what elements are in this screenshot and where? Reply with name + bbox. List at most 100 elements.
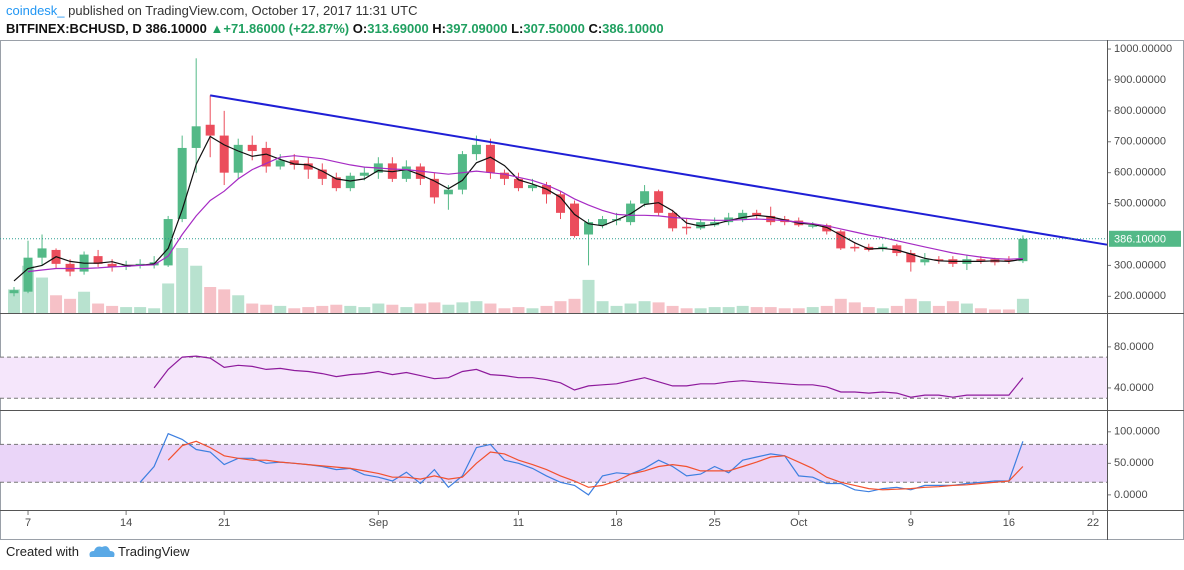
x-tick-label: 21	[218, 517, 230, 529]
volume-bar	[134, 307, 147, 313]
brand[interactable]: TradingView	[118, 544, 190, 559]
candle-body	[247, 144, 257, 152]
candle-body	[626, 203, 636, 223]
y-tick-label: 900.00000	[1114, 74, 1166, 86]
author[interactable]: coindesk_	[6, 3, 65, 18]
volume-bar	[946, 301, 959, 313]
y-tick-label: 0.0000	[1114, 489, 1148, 501]
indicator-line	[153, 355, 1024, 398]
candle-body	[696, 222, 706, 229]
candle-body	[598, 219, 608, 226]
candle-body	[135, 263, 145, 266]
volume-bar	[554, 301, 567, 313]
volume-bar	[988, 309, 1001, 313]
candle-body	[850, 246, 860, 249]
created-with: Created with	[6, 544, 79, 559]
volume-bar	[666, 305, 679, 313]
last-price-label: 386.10000	[1114, 234, 1166, 246]
volume-bar	[708, 307, 721, 313]
candle-body	[570, 203, 580, 237]
volume-bar	[428, 302, 441, 313]
candle-body	[93, 256, 103, 264]
candle-body	[976, 259, 986, 261]
volume-bar	[764, 307, 777, 313]
y-tick-label: 800.00000	[1114, 105, 1166, 117]
candle-body	[584, 222, 594, 235]
volume-bar	[904, 298, 917, 313]
candle-body	[275, 160, 285, 167]
candle-body	[836, 231, 846, 249]
volume-bar	[848, 302, 861, 313]
candle-body	[219, 135, 229, 173]
volume-bar	[470, 301, 483, 313]
volume-bar	[722, 307, 735, 313]
candle-body	[471, 144, 481, 155]
candle-body	[261, 147, 271, 167]
volume-bar	[484, 303, 497, 313]
y-tick-label: 80.0000	[1114, 341, 1154, 353]
candle-body	[668, 212, 678, 229]
x-tick-label: 14	[120, 517, 132, 529]
candle-body	[205, 124, 215, 136]
x-tick-label: 11	[513, 517, 524, 529]
band	[0, 357, 1107, 399]
volume-bar	[820, 305, 833, 313]
volume-bar	[680, 308, 693, 313]
candle-body	[65, 263, 75, 272]
candle-body	[401, 166, 411, 179]
candle-body	[443, 189, 453, 195]
volume-bar	[92, 303, 105, 313]
candle-body	[808, 225, 818, 227]
candle-body	[752, 212, 762, 216]
l-label: L:	[511, 21, 524, 36]
y-tick-label: 600.00000	[1114, 167, 1166, 179]
volume-bar	[456, 302, 469, 313]
volume-bar	[120, 307, 133, 313]
candle-body	[878, 246, 888, 249]
volume-bar	[78, 291, 91, 313]
candle-body	[359, 172, 369, 176]
candle-body	[738, 212, 748, 220]
candle-body	[485, 144, 495, 173]
volume-bar	[148, 308, 161, 313]
y-tick-label: 100.0000	[1114, 426, 1160, 438]
candle-body	[23, 257, 33, 292]
candle-body	[107, 263, 117, 267]
o-value: 313.69000	[367, 21, 429, 36]
trendline	[210, 94, 1108, 246]
volume-bar	[330, 304, 343, 313]
volume-bar	[498, 308, 511, 313]
band	[0, 444, 1107, 483]
tradingview-logo[interactable]	[89, 546, 115, 557]
volume-bar	[316, 305, 329, 313]
y-tick-label: 200.00000	[1114, 290, 1166, 302]
volume-bar	[176, 248, 189, 313]
volume-bar	[50, 295, 63, 313]
arrow: ▲	[210, 21, 224, 36]
volume-bar	[834, 298, 847, 313]
candle-body	[317, 169, 327, 179]
candle-body	[556, 194, 566, 213]
volume-bar	[218, 289, 231, 313]
candle-body	[822, 225, 832, 232]
x-tick-label: 7	[25, 517, 31, 529]
volume-bar	[540, 305, 553, 313]
volume-bar	[610, 305, 623, 313]
quote-line: BITFINEX:BCHUSD, D 386.10000 ▲+71.86000 …	[6, 21, 664, 36]
x-tick-label: 22	[1087, 517, 1099, 529]
y-tick-label: 700.00000	[1114, 136, 1166, 148]
moving-average	[27, 155, 1023, 273]
x-tick-label: Oct	[790, 517, 807, 529]
candle-body	[682, 226, 692, 229]
volume-bar	[792, 308, 805, 313]
candle-body	[415, 166, 425, 179]
volume-bar	[876, 308, 889, 313]
candle-body	[766, 215, 776, 223]
candle-body	[177, 147, 187, 220]
volume-bar	[232, 295, 245, 313]
o-label: O:	[352, 21, 368, 36]
change: +71.86000 (+22.87%)	[223, 21, 350, 36]
volume-bar	[582, 279, 595, 313]
volume-bar	[274, 305, 287, 313]
